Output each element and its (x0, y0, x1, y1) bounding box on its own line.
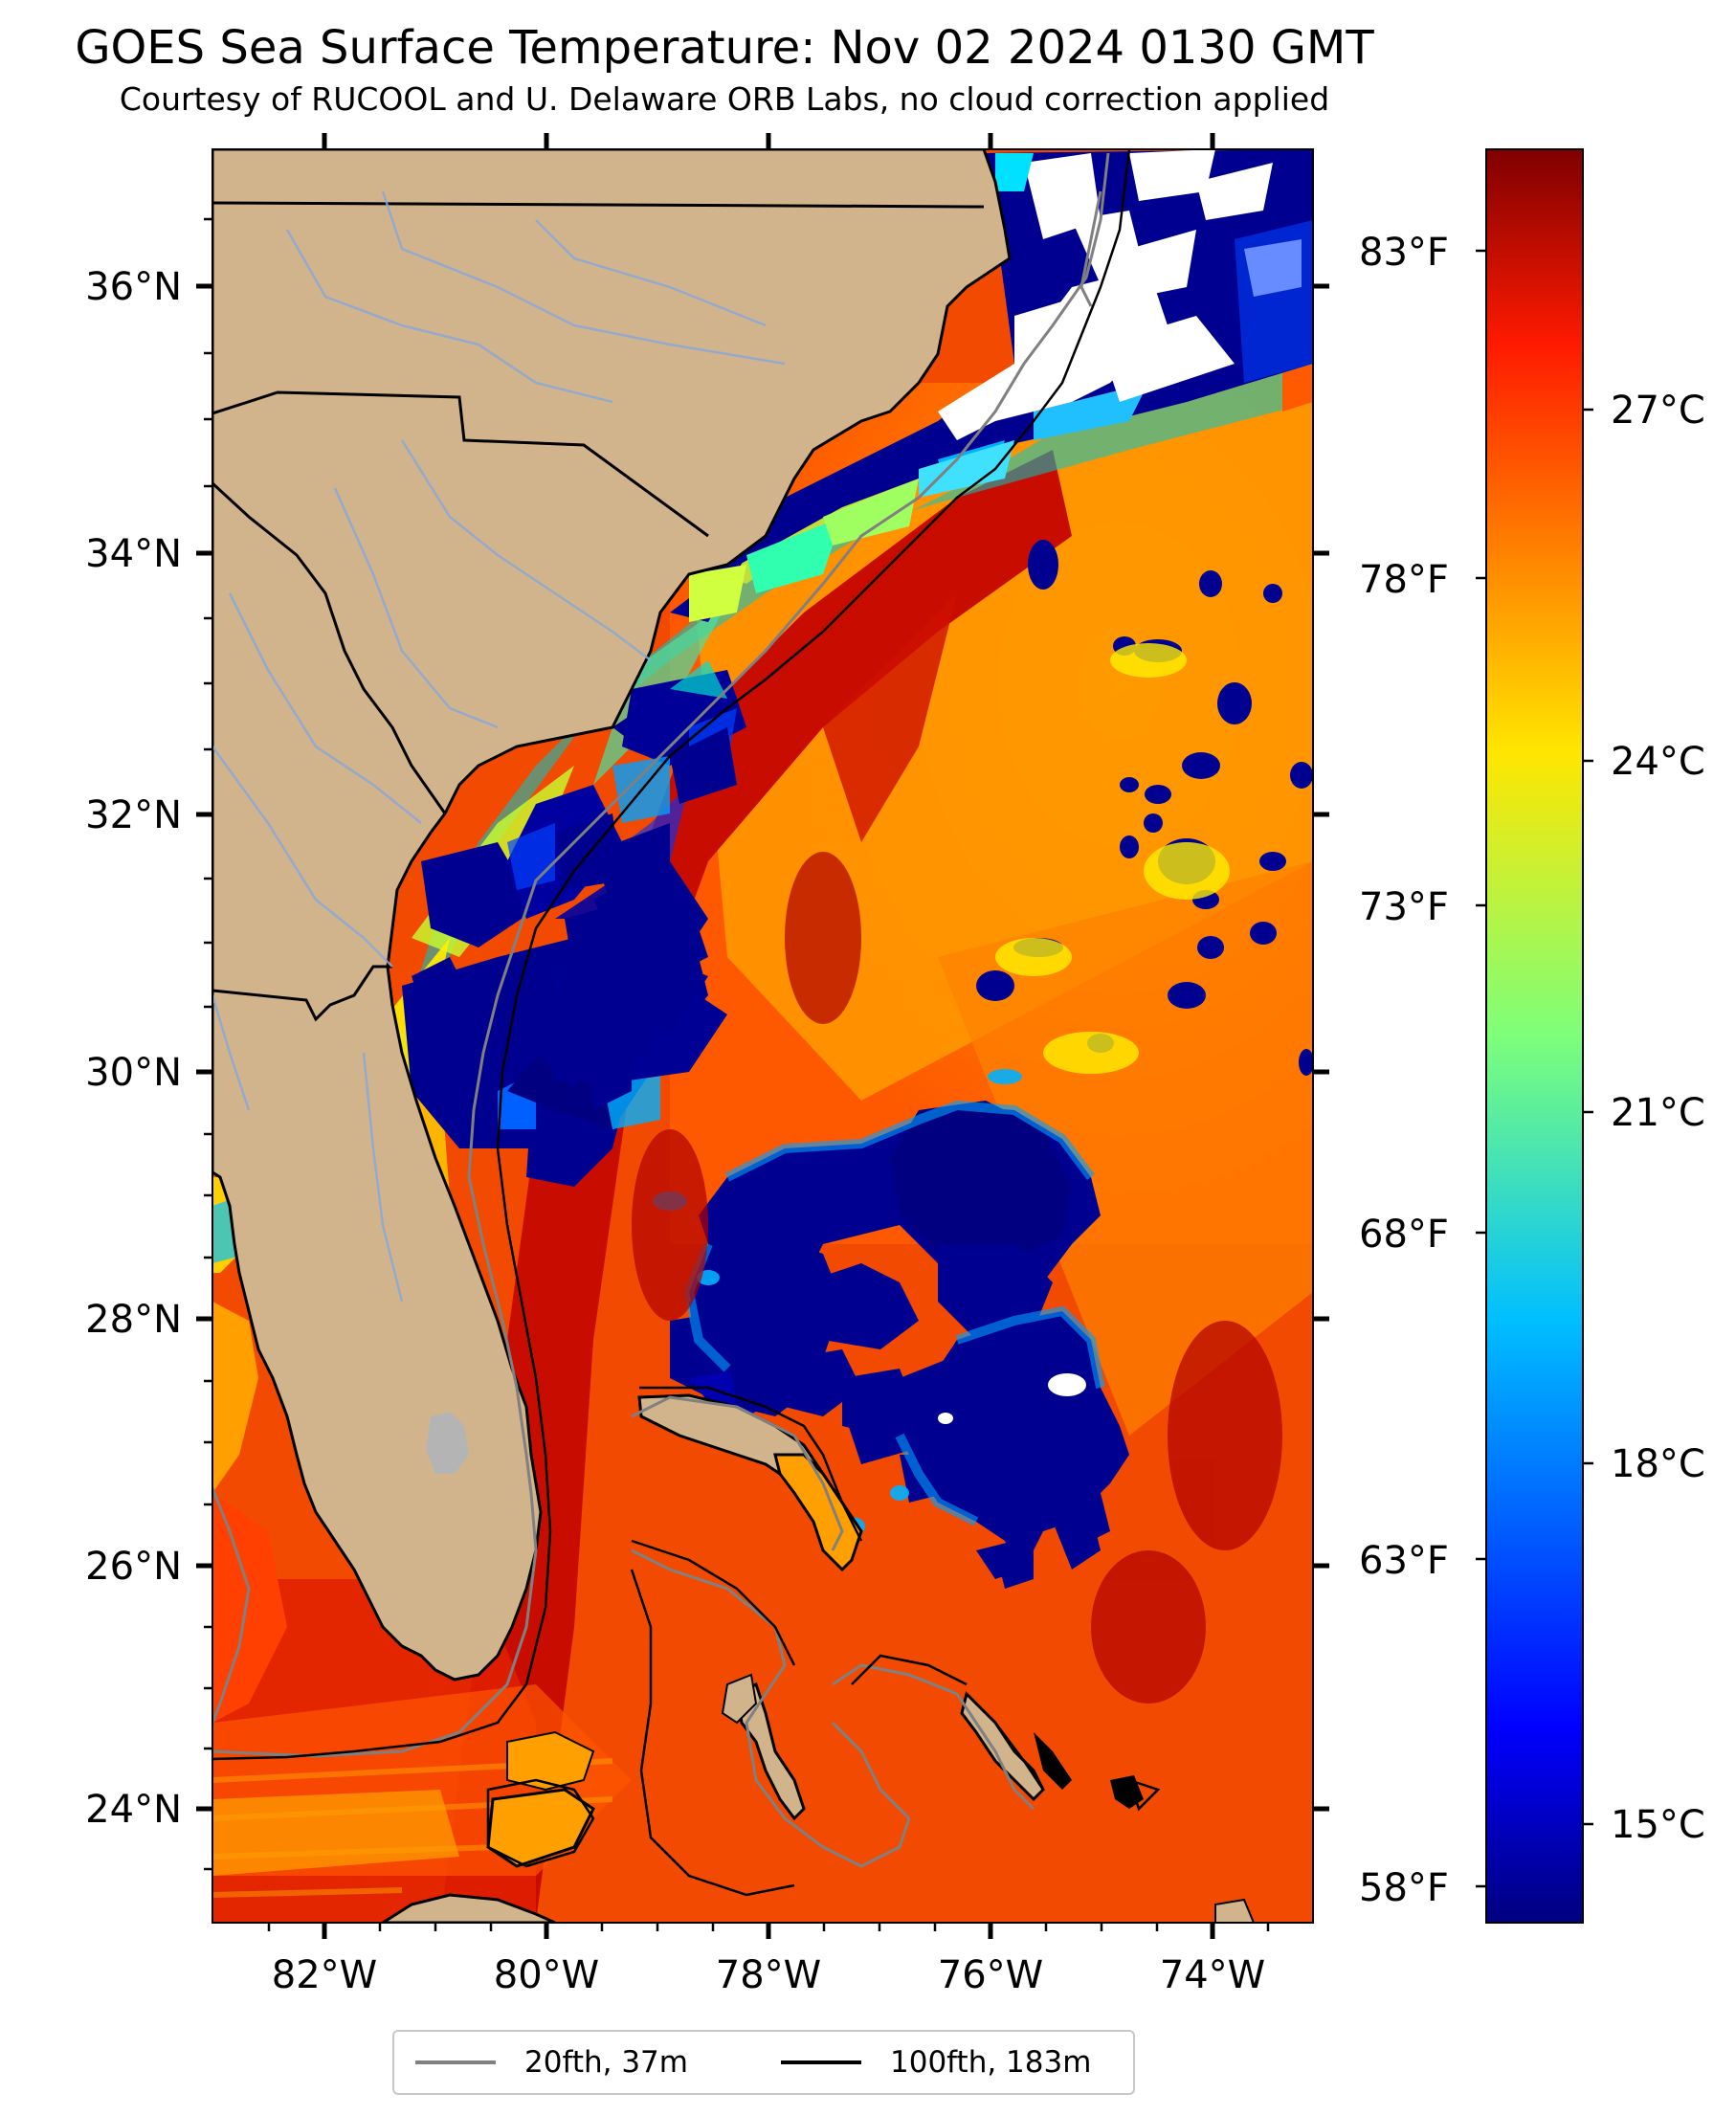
lon-label: 76°W (938, 1953, 1043, 1997)
map-subtitle: Courtesy of RUCOOL and U. Delaware ORB L… (119, 80, 1330, 118)
contour-20fth (212, 152, 1110, 1868)
cuba (380, 1893, 556, 1923)
andros (735, 1682, 806, 1821)
celsius-label: 18°C (1611, 1442, 1705, 1486)
eastern-cold-mass (900, 1311, 1129, 1560)
eleuthera (960, 1691, 1045, 1802)
fahrenheit-label: 58°F (1359, 1866, 1449, 1910)
legend-label: 100fth, 183m (890, 2045, 1092, 2080)
lake-okeechobee (426, 1412, 469, 1474)
state-borders (212, 201, 985, 1022)
lat-label: 26°N (85, 1545, 182, 1589)
map-frame (211, 148, 1314, 1924)
lon-label: 82°W (272, 1953, 377, 1997)
lat-label: 36°N (85, 265, 182, 309)
abaco (773, 1453, 863, 1572)
map-area (212, 149, 1313, 1923)
lat-minor-ticks (204, 217, 212, 1871)
celsius-label: 24°C (1611, 740, 1705, 784)
lon-label: 74°W (1160, 1953, 1265, 1997)
lat-major-ticks (196, 283, 1329, 1812)
fahrenheit-label: 68°F (1359, 1213, 1449, 1257)
lon-label: 78°W (716, 1953, 821, 1997)
lon-minor-ticks (267, 1923, 1270, 1931)
lon-major-ticks (322, 133, 1215, 1939)
legend-label: 20fth, 37m (524, 2045, 688, 2080)
lat-label: 30°N (85, 1051, 182, 1095)
legend-black-line-swatch (781, 2060, 861, 2064)
contour-legend: 20fth, 37m 100fth, 183m (392, 2030, 1135, 2095)
fahrenheit-label: 83°F (1359, 231, 1449, 275)
fahrenheit-label: 73°F (1359, 885, 1449, 929)
land-us (212, 149, 1012, 1682)
lat-label: 28°N (85, 1298, 182, 1342)
fahrenheit-label: 63°F (1359, 1539, 1449, 1583)
cat-island (1034, 1732, 1072, 1790)
celsius-label: 15°C (1611, 1803, 1705, 1847)
colorbar-gradient (1485, 148, 1584, 1924)
colorbar: 27°C 24°C 21°C 18°C 15°C (1485, 148, 1705, 1924)
fahrenheit-axis: 83°F 78°F 73°F 68°F 63°F 58°F (1359, 231, 1486, 1910)
celsius-label: 27°C (1611, 389, 1705, 433)
legend-item-20fth: 20fth, 37m (415, 2032, 688, 2093)
rivers (212, 190, 786, 1303)
lat-label: 34°N (85, 532, 182, 576)
lat-label: 32°N (85, 793, 182, 837)
lon-label: 80°W (494, 1953, 599, 1997)
lat-label: 24°N (85, 1788, 182, 1832)
legend-gray-line-swatch (415, 2060, 496, 2064)
contour-100fth (212, 149, 1161, 1897)
fahrenheit-label: 78°F (1359, 558, 1449, 602)
cold-patch (421, 842, 536, 947)
legend-item-100fth: 100fth, 183m (781, 2032, 1091, 2093)
cloud-holes (938, 1373, 1086, 1424)
celsius-label: 21°C (1611, 1091, 1705, 1135)
map-title: GOES Sea Surface Temperature: Nov 02 202… (75, 21, 1374, 75)
